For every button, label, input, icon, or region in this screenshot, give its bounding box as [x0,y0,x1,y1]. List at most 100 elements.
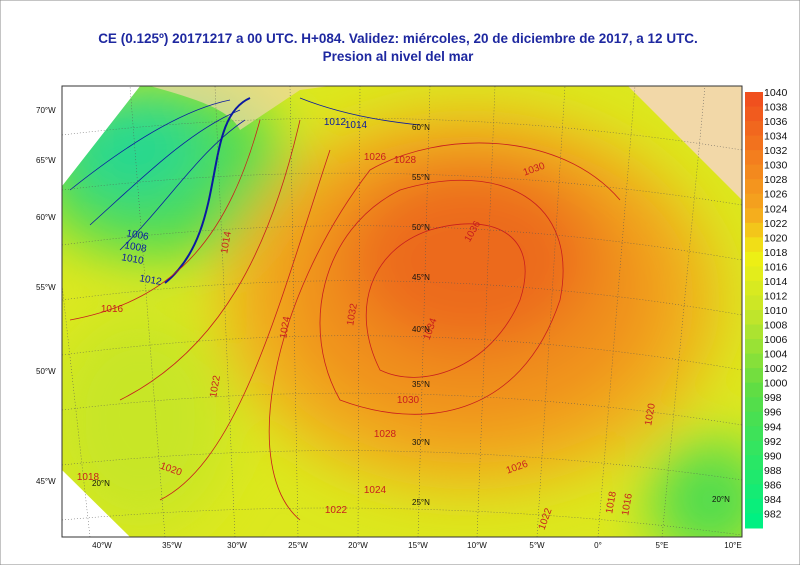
colorbar-label: 1034 [764,131,788,143]
colorbar-label: 1002 [764,363,788,375]
colorbar-swatch [745,92,763,108]
grid-label: 30°N [412,438,430,447]
colorbar-label: 1024 [764,203,788,215]
colorbar-label: 1008 [764,320,788,332]
isobar-label: 1012 [139,273,163,288]
isobar-label: 1014 [219,230,234,254]
colorbar-label: 984 [764,494,782,506]
isobar-label: 1022 [208,374,223,398]
colorbar-swatch [745,222,763,238]
isobar-label: 1024 [364,485,387,496]
colorbar-label: 988 [764,465,782,477]
map-border [61,85,743,538]
colorbar-label: 1030 [764,160,788,172]
colorbar-swatch [745,106,763,122]
isobar-label: 1012 [324,117,347,128]
isobar-label: 1010 [121,252,145,267]
colorbar-swatch [745,440,763,456]
colorbar-label: 1026 [764,189,788,201]
colorbar-swatch [745,498,763,514]
colorbar-label: 1004 [764,349,788,361]
colorbar-swatch [745,339,763,355]
colorbar-swatch [745,426,763,442]
isobar-label: 1018 [77,472,100,483]
isobar-label: 1016 [620,492,635,516]
colorbar-label: 1032 [764,145,788,157]
colorbar-label: 1022 [764,218,788,230]
title: CE (0.125º) 20171217 a 00 UTC. H+084. Va… [98,31,698,46]
isobar-label: 1028 [374,429,397,440]
colorbar-swatch [745,484,763,500]
colorbar-label: 998 [764,392,782,404]
colorbar-swatch [745,179,763,195]
isobar-label: 1024 [278,315,293,339]
grid-label: 20°N [712,495,730,504]
grid-label: 45°N [412,273,430,282]
latitude-label: 60°W [36,213,56,222]
colorbar-label: 1020 [764,232,788,244]
longitude-label: 0° [594,541,602,550]
isobar-label: 1008 [124,240,148,255]
colorbar-swatch [745,237,763,253]
colorbar-swatch [745,193,763,209]
latitude-label: 55°W [36,283,56,292]
isobar-label: 1022 [325,505,348,516]
colorbar-label: 982 [764,508,782,520]
colorbar-swatch [745,353,763,369]
grid-label: 50°N [412,223,430,232]
colorbar-label: 1006 [764,334,788,346]
map: 1036103410321030102810261024102210201018… [62,86,742,537]
colorbar-label: 1016 [764,261,788,273]
grid-label: 40°N [412,325,430,334]
isobar-label: 1026 [364,152,387,163]
colorbar-swatch [745,455,763,471]
grid-label: 35°N [412,380,430,389]
isobar-label: 1016 [101,304,124,315]
colorbar-swatch [745,164,763,180]
isobar-label: 1028 [394,155,417,166]
colorbar-swatch [745,397,763,413]
latitude-label: 45°W [36,477,56,486]
colorbar-swatch [745,368,763,384]
colorbar-swatch [745,310,763,326]
longitude-label: 10°W [467,541,487,550]
colorbar-swatch [745,135,763,151]
colorbar-swatch [745,513,763,529]
grid-label: 60°N [412,123,430,132]
longitude-label: 15°W [408,541,428,550]
colorbar-swatch [745,121,763,137]
colorbar-label: 1018 [764,247,788,259]
colorbar-swatch [745,251,763,267]
longitude-label: 25°W [288,541,308,550]
colorbar-swatch [745,411,763,427]
grid-label: 20°N [92,479,110,488]
colorbar-label: 990 [764,450,782,462]
colorbar-swatch [745,469,763,485]
colorbar-swatch [745,295,763,311]
longitude-label: 40°W [92,541,112,550]
colorbar-swatch [745,280,763,296]
isobar-label: 1014 [345,120,368,131]
colorbar-swatch [745,382,763,398]
longitude-label: 10°E [724,541,741,550]
isobar-label: 1020 [643,402,658,426]
grid-label: 25°N [412,498,430,507]
isobar-label: 1018 [604,490,619,514]
colorbar-label: 1036 [764,116,788,128]
colorbar-label: 992 [764,436,782,448]
longitude-label: 5°W [529,541,545,550]
colorbar-swatch [745,150,763,166]
latitude-label: 70°W [36,106,56,115]
colorbar-swatch [745,208,763,224]
colorbar-label: 1014 [764,276,788,288]
subtitle: Presion al nivel del mar [323,49,475,64]
latitude-label: 50°W [36,367,56,376]
longitude-label: 35°W [162,541,182,550]
latitude-label: 65°W [36,156,56,165]
colorbar-swatch [745,324,763,340]
colorbar-swatch [745,266,763,282]
colorbar-label: 1028 [764,174,788,186]
colorbar-label: 1000 [764,378,788,390]
colorbar-label: 1038 [764,102,788,114]
